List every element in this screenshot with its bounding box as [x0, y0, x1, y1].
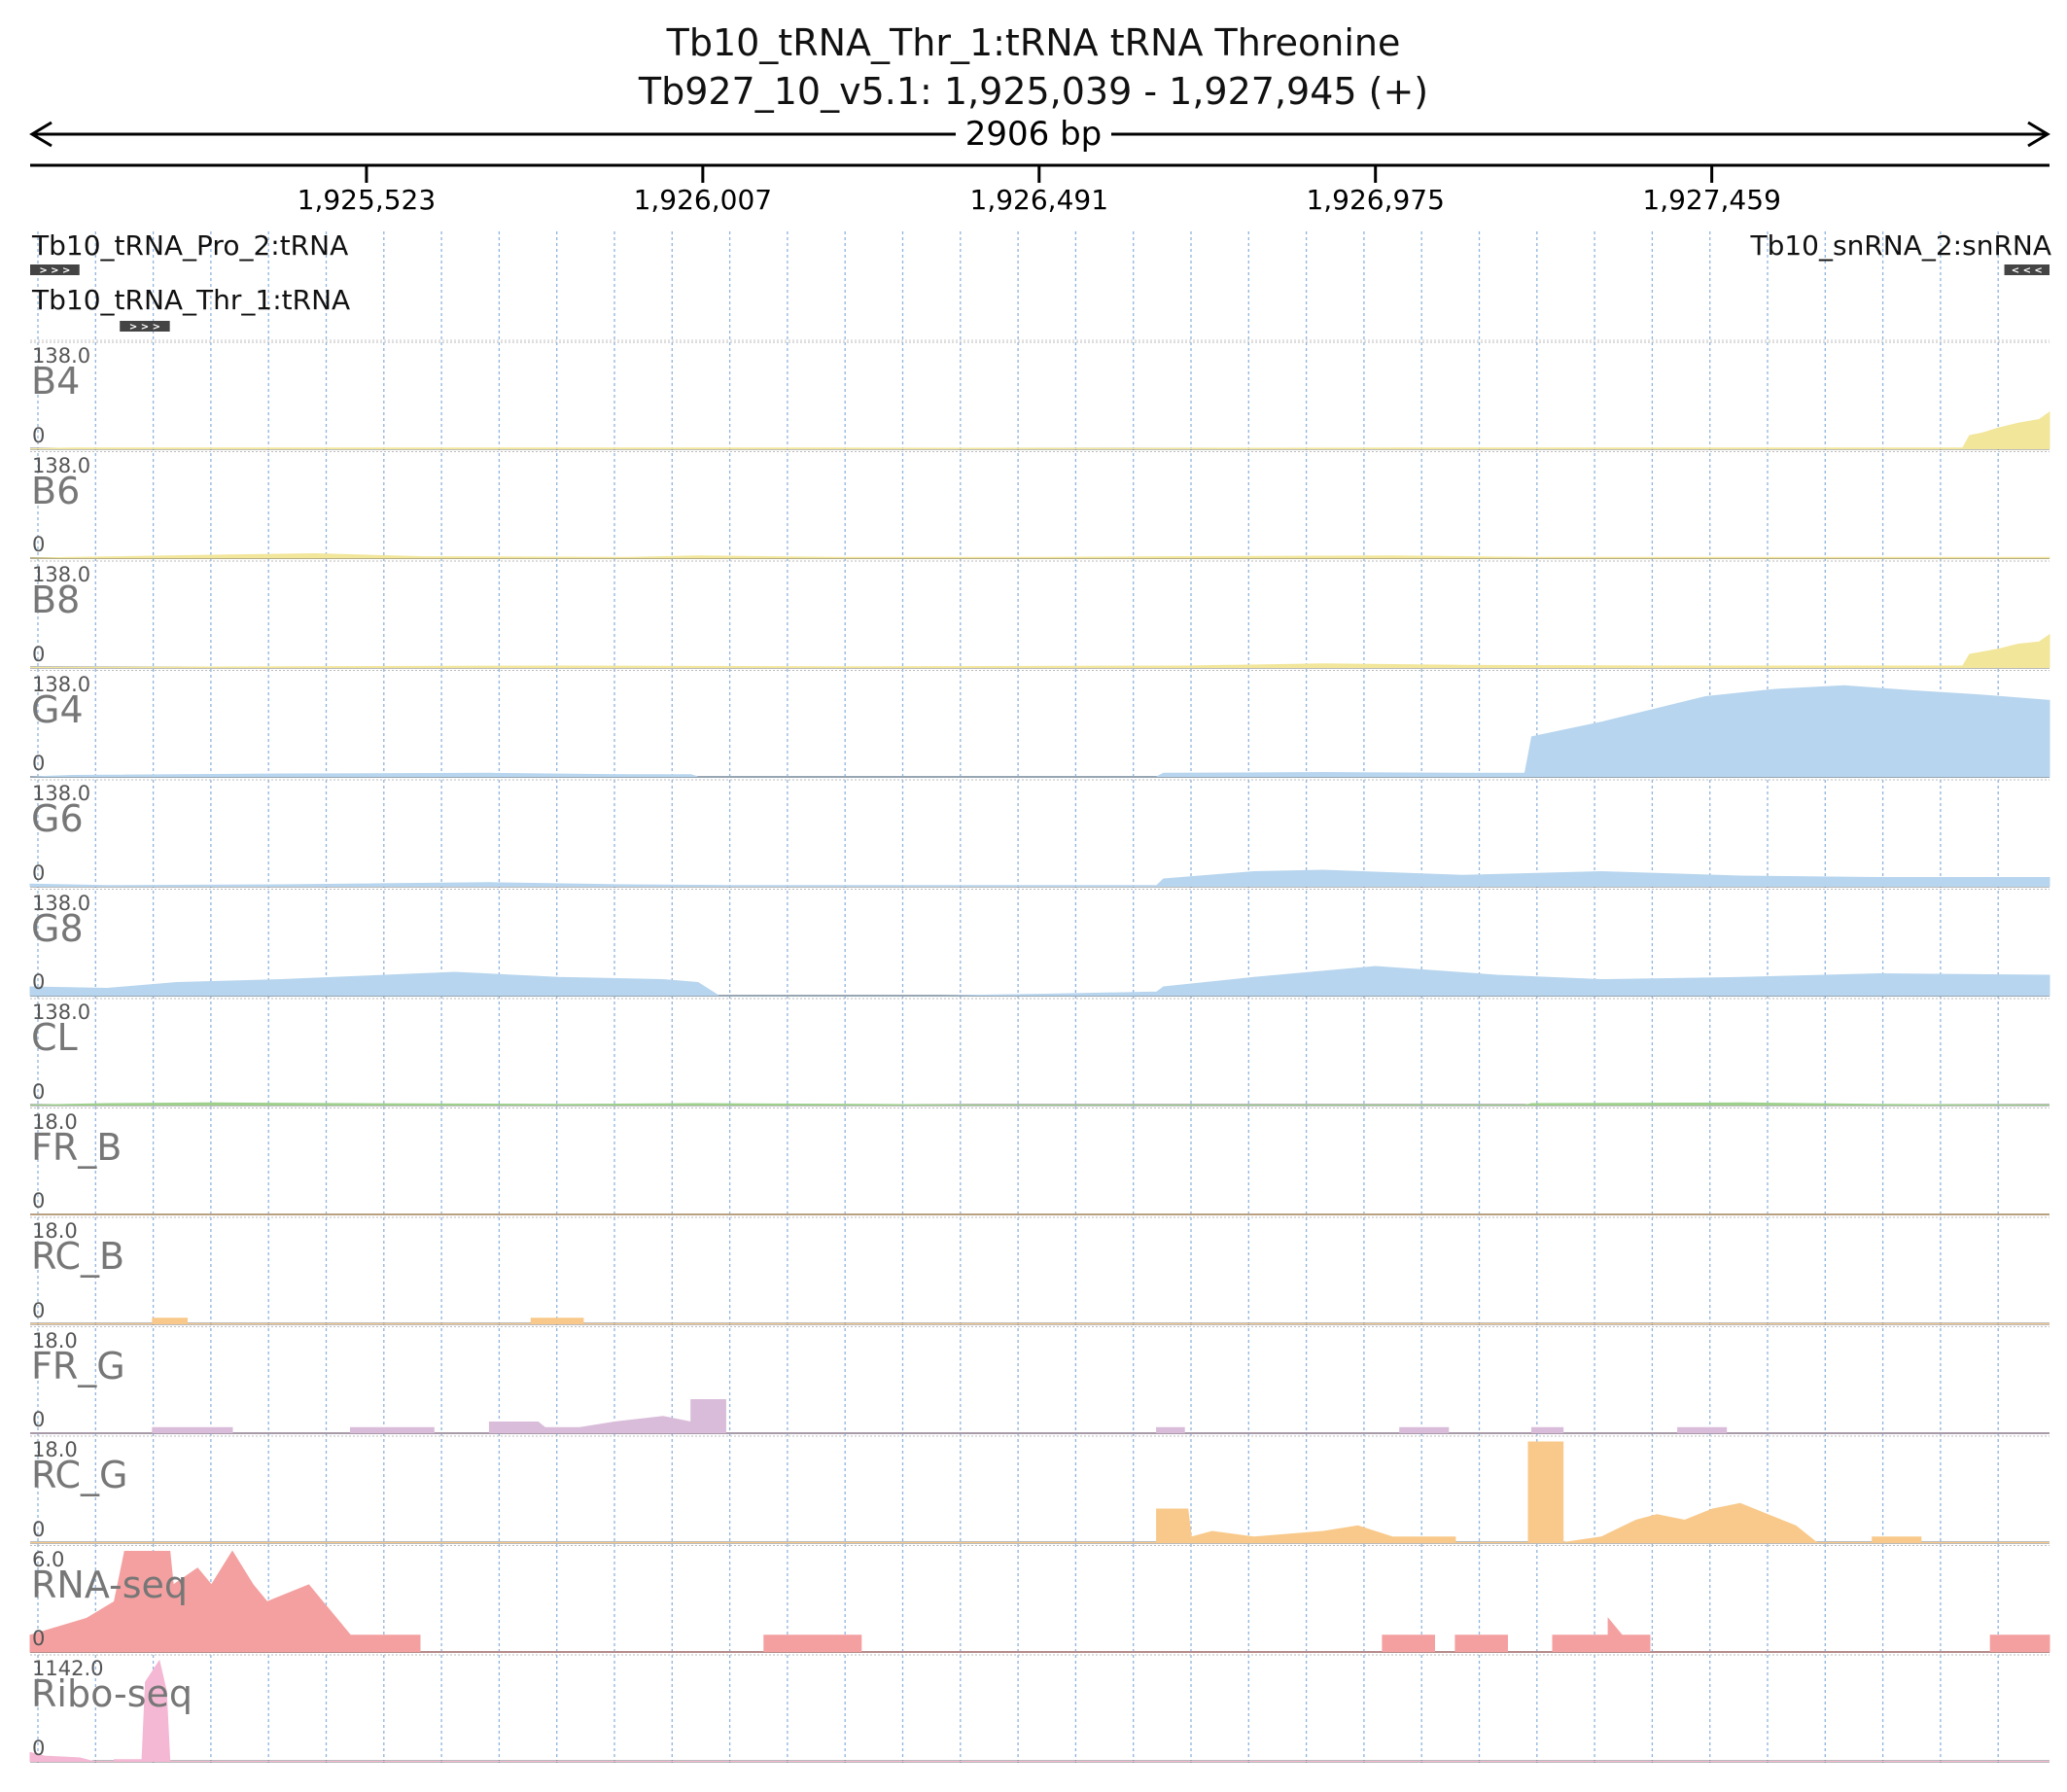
track-zero-label: 0: [32, 1408, 46, 1431]
feature-label: Tb10_snRNA_2:snRNA: [1750, 229, 2051, 262]
track-signal-b8: [29, 633, 2050, 668]
figure-title: Tb10_tRNA_Thr_1:tRNA tRNA Threonine: [666, 21, 1401, 64]
track-name: B6: [31, 469, 81, 512]
track-max-label: 138.0: [32, 344, 91, 368]
ruler-tick-label: 1,927,459: [1642, 184, 1781, 216]
track-signal-ribo-seq: [29, 1659, 2049, 1762]
track-max-label: 18.0: [32, 1438, 78, 1461]
track-signal-b6: [29, 552, 2050, 559]
track-name: FR_B: [31, 1125, 123, 1169]
track-max-label: 138.0: [32, 563, 91, 586]
track-name: FR_G: [31, 1344, 125, 1388]
track-max-label: 18.0: [32, 1109, 78, 1134]
track-zero-label: 0: [32, 533, 46, 556]
span-length-label: 2906 bp: [956, 115, 1111, 154]
track-zero-label: 0: [32, 1627, 46, 1650]
track-max-label: 6.0: [32, 1547, 65, 1571]
ruler-tick-label: 1,925,523: [297, 184, 437, 216]
span-arrow-left-head: [29, 121, 53, 148]
track-signal-g6: [29, 869, 2050, 887]
track-zero-label: 0: [32, 752, 46, 775]
track-name: CL: [31, 1016, 78, 1059]
track-zero-label: 0: [32, 1736, 46, 1760]
track-zero-label: 0: [32, 861, 46, 885]
track-name: Ribo-seq: [31, 1672, 193, 1715]
track-name: RC_B: [31, 1235, 125, 1278]
track-signal-cl: [29, 1102, 2050, 1106]
track-zero-label: 0: [32, 1079, 46, 1104]
ruler-tick-label: 1,926,975: [1306, 184, 1445, 216]
track-max-label: 138.0: [32, 453, 91, 477]
track-signal-g8: [29, 966, 2050, 997]
track-max-label: 138.0: [32, 782, 91, 805]
track-max-label: 1142.0: [32, 1657, 104, 1680]
span-arrow-right-head: [2027, 121, 2050, 148]
feature-strand-arrows: > > >: [129, 322, 160, 333]
track-signal-fr_g: [30, 1399, 2049, 1434]
track-signal-rna-seq: [29, 1550, 2050, 1653]
track-zero-label: 0: [32, 423, 46, 447]
track-max-label: 138.0: [32, 891, 91, 915]
ruler-tick-label: 1,926,491: [969, 184, 1109, 216]
track-zero-label: 0: [32, 1298, 46, 1322]
track-signal-b4: [29, 411, 2050, 449]
track-max-label: 138.0: [32, 1001, 91, 1024]
ruler-tick-label: 1,926,007: [633, 184, 773, 216]
feature-bar: [2004, 264, 2049, 275]
track-max-label: 138.0: [32, 672, 91, 696]
track-zero-label: 0: [32, 970, 46, 994]
track-name: RC_G: [31, 1454, 128, 1496]
track-signal-rc_b: [30, 1318, 2049, 1324]
feature-label: Tb10_tRNA_Thr_1:tRNA: [32, 284, 351, 316]
track-zero-label: 0: [32, 642, 46, 666]
track-name: G8: [31, 906, 84, 950]
track-name: B4: [31, 360, 81, 403]
track-max-label: 18.0: [32, 1219, 78, 1243]
track-signal-g4: [29, 685, 2050, 778]
feature-bar: [30, 264, 80, 275]
feature-strand-arrows: < < <: [2012, 265, 2043, 276]
feature-label: Tb10_tRNA_Pro_2:tRNA: [32, 229, 349, 262]
feature-strand-arrows: > > >: [39, 265, 70, 276]
track-name: RNA-seq: [31, 1563, 188, 1606]
feature-bar: [120, 321, 170, 332]
track-name: G6: [31, 797, 84, 840]
track-zero-label: 0: [32, 1189, 46, 1212]
track-name: G4: [31, 687, 84, 731]
track-signal-rc_g: [30, 1441, 2049, 1544]
track-name: B8: [31, 579, 81, 621]
track-zero-label: 0: [32, 1517, 46, 1541]
track-max-label: 18.0: [32, 1328, 78, 1353]
figure-subtitle: Tb927_10_v5.1: 1,925,039 - 1,927,945 (+): [638, 70, 1429, 113]
